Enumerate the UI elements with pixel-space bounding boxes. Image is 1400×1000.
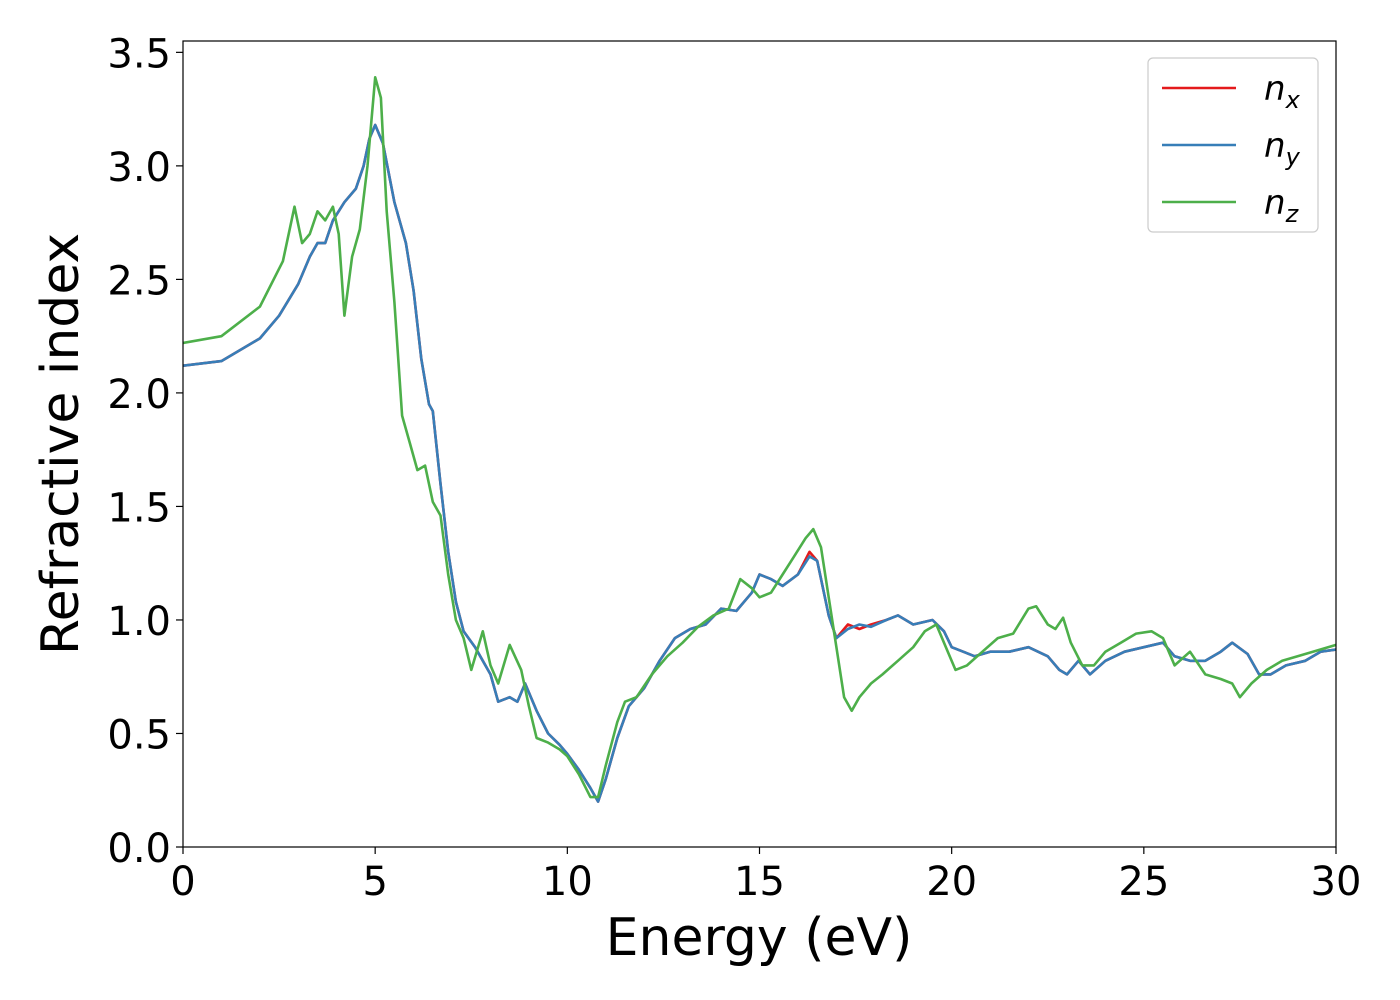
axes-layer: 0 5 10 15 20 25 30 0.0 0.5 1.0 1.5 2.0 2.5 3.0 3.5: [107, 31, 1361, 905]
legend: nx ny nz: [1147, 57, 1319, 233]
y-tick-label: 0.5: [107, 712, 171, 758]
x-tick-label: 10: [542, 859, 593, 905]
x-tick-label: 15: [734, 859, 785, 905]
y-tick-label: 1.5: [107, 485, 171, 531]
y-tick-label: 3.5: [107, 31, 171, 77]
legend-label-x: nx: [1264, 69, 1301, 114]
x-tick-label: 20: [926, 859, 977, 905]
y-tick-label: 2.5: [107, 258, 171, 304]
y-tick-label: 1.0: [107, 599, 171, 645]
series-layer: [183, 76, 1336, 803]
y-tick-label: 2.0: [107, 372, 171, 418]
x-tick-label: 5: [362, 859, 387, 905]
x-tick-label: 0: [170, 859, 195, 905]
x-tick-label: 25: [1118, 859, 1169, 905]
y-axis-label: Refractive index: [31, 233, 91, 655]
x-tick-label: 30: [1311, 859, 1362, 905]
legend-label-y: ny: [1264, 126, 1301, 171]
legend-label-z: nz: [1264, 183, 1300, 228]
x-axis-label: Energy (eV): [606, 908, 913, 968]
series-line-z: [183, 76, 1336, 799]
y-tick-label: 3.0: [107, 145, 171, 191]
y-tick-label: 0.0: [107, 826, 171, 872]
